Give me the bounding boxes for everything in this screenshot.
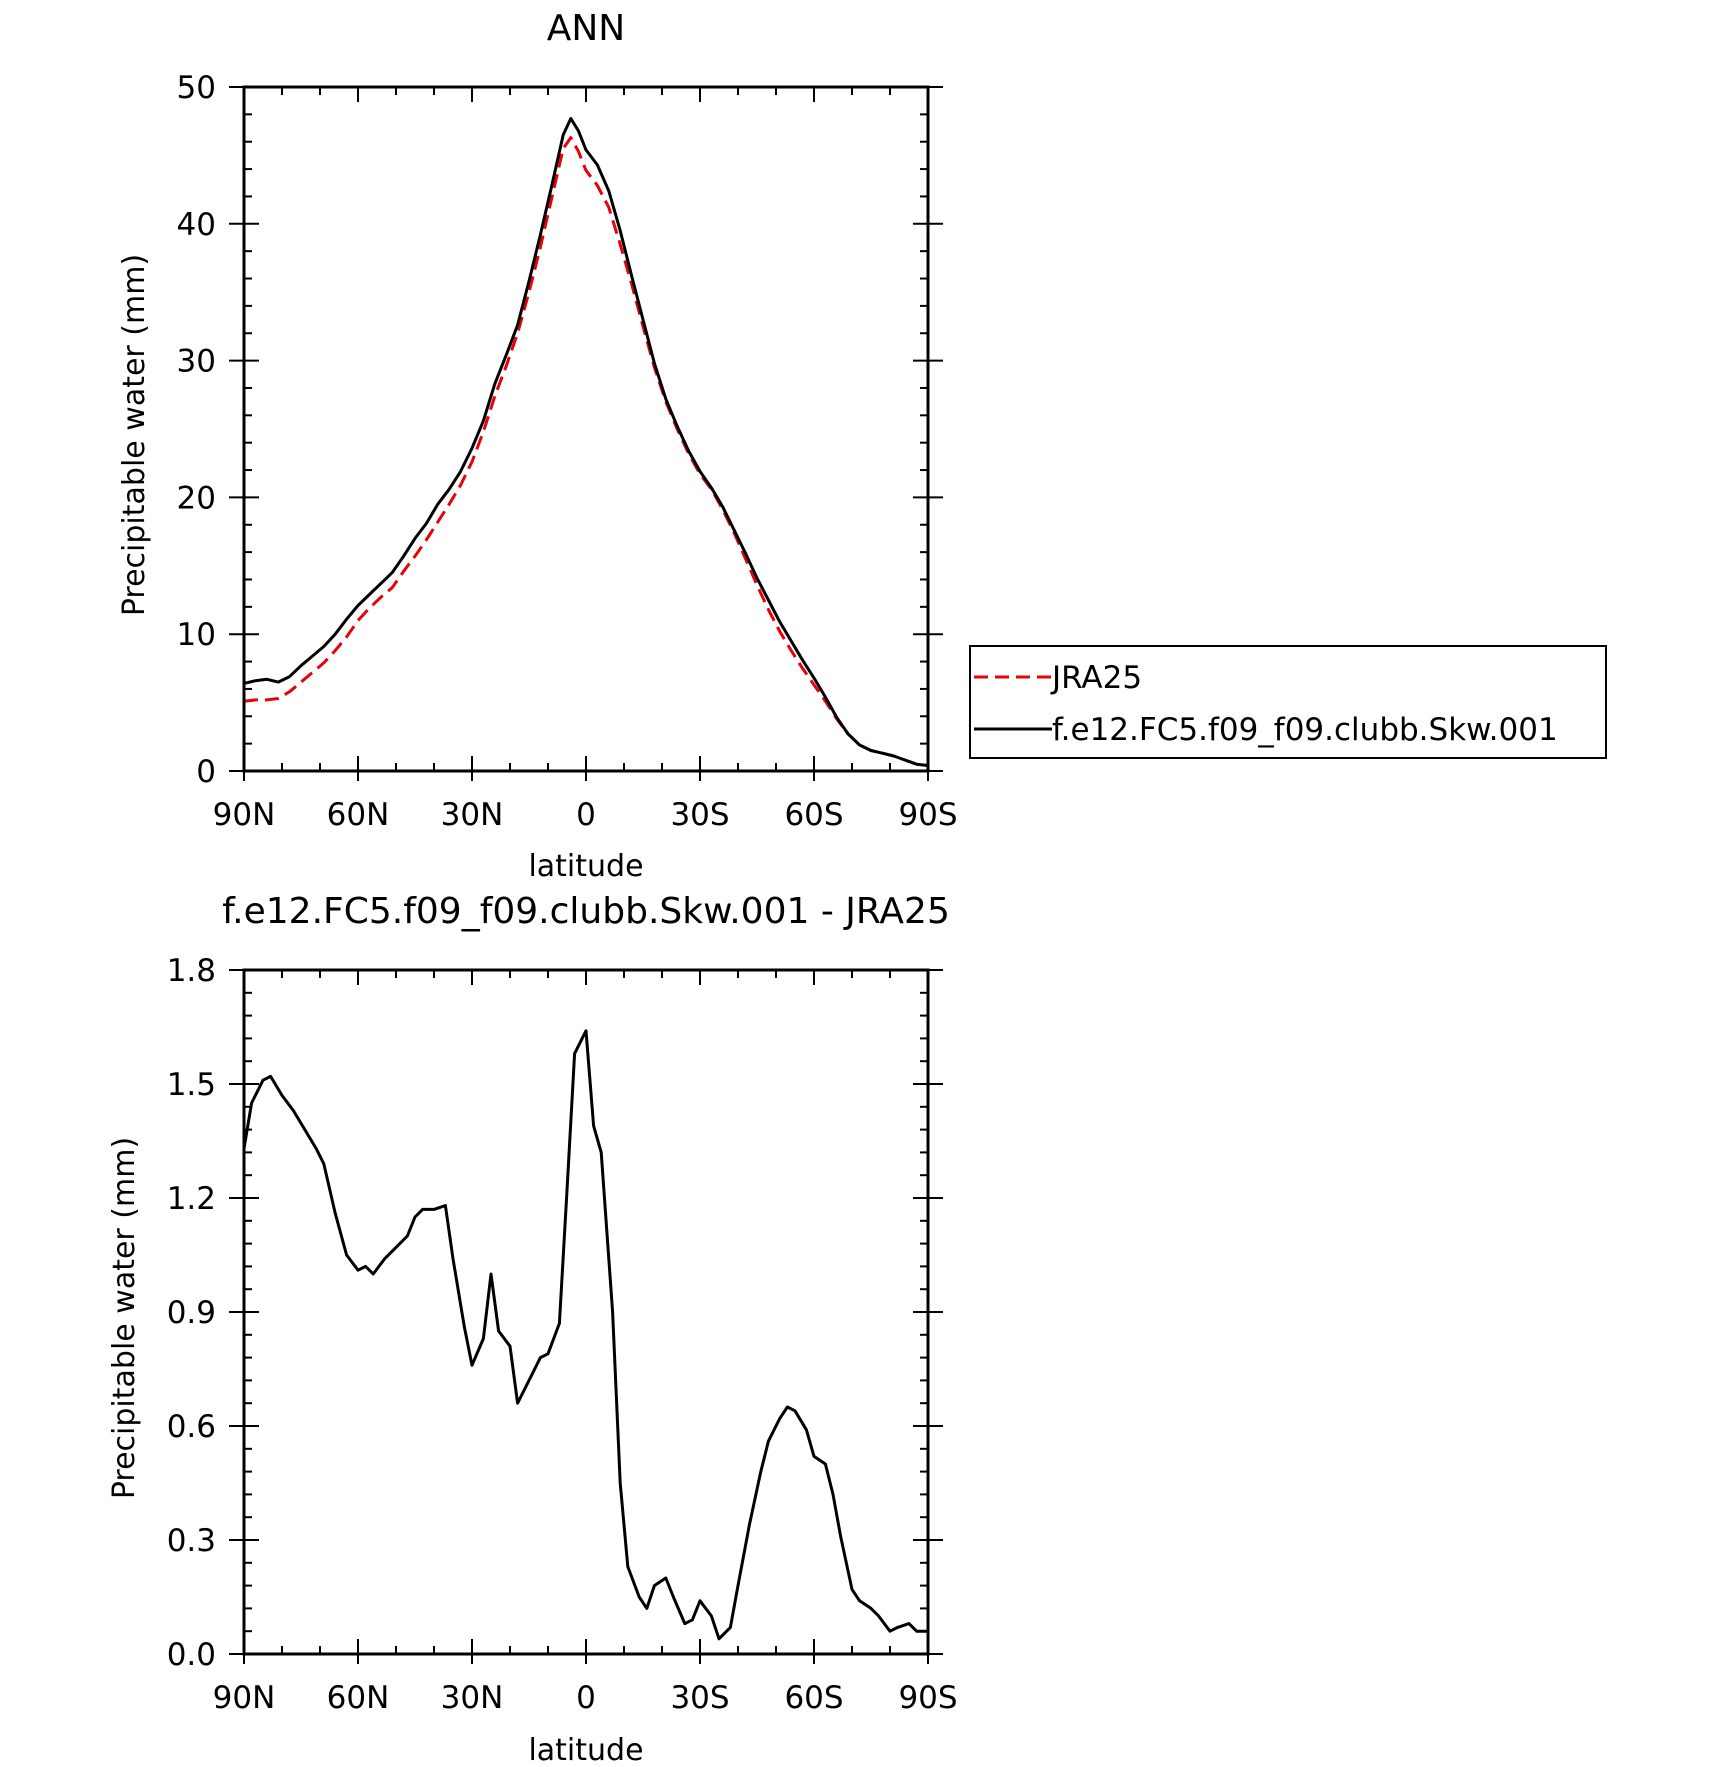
bottom-plot-frame xyxy=(242,968,930,1656)
legend: JRA25 f.e12.FC5.f09_f09.clubb.Skw.001 xyxy=(969,645,1607,759)
bottom-x-tick-label: 0 xyxy=(576,1680,596,1716)
legend-label-jra25: JRA25 xyxy=(1050,660,1142,696)
bottom-x-tick-label: 30N xyxy=(441,1680,504,1716)
top-y-tick-label: 30 xyxy=(177,344,216,380)
top-y-tick-label: 50 xyxy=(177,70,216,106)
top-ticks: 90N 60N 30N 0 30S 60S 90S 0 10 20 30 40 50 xyxy=(177,70,958,833)
bottom-panel: f.e12.FC5.f09_f09.clubb.Skw.001 - JRA25 … xyxy=(107,891,958,1767)
legend-label-model: f.e12.FC5.f09_f09.clubb.Skw.001 xyxy=(1052,712,1558,748)
bottom-series-line-0 xyxy=(242,1029,928,1641)
top-y-tick-label: 0 xyxy=(196,754,216,790)
legend-box xyxy=(969,645,1607,759)
bottom-y-axis-label: Precipitable water (mm) xyxy=(107,1137,142,1499)
top-x-tick-label: 90S xyxy=(898,797,957,833)
top-series-line-0 xyxy=(243,136,929,767)
bottom-x-tick-label: 60S xyxy=(784,1680,843,1716)
top-y-tick-label: 40 xyxy=(177,207,216,243)
bottom-x-tick-label: 30S xyxy=(670,1680,729,1716)
bottom-x-tick-label: 90S xyxy=(898,1680,957,1716)
top-y-tick-label: 10 xyxy=(177,617,216,653)
bottom-y-tick-label: 0.0 xyxy=(167,1637,216,1673)
bottom-x-tick-label: 60N xyxy=(327,1680,390,1716)
top-series-line-1 xyxy=(243,117,929,767)
top-x-tick-label: 30S xyxy=(670,797,729,833)
bottom-y-tick-label: 0.3 xyxy=(167,1523,216,1559)
top-x-tick-label: 0 xyxy=(576,797,596,833)
top-x-tick-label: 60N xyxy=(327,797,390,833)
bottom-y-tick-label: 0.9 xyxy=(167,1295,216,1331)
top-x-axis-label: latitude xyxy=(528,849,643,884)
top-x-tick-label: 90N xyxy=(213,797,276,833)
top-chart-title: ANN xyxy=(547,8,626,49)
top-plot-frame xyxy=(242,85,930,773)
bottom-y-tick-label: 1.2 xyxy=(167,1181,216,1217)
bottom-y-tick-label: 1.5 xyxy=(167,1067,216,1103)
top-x-tick-label: 30N xyxy=(441,797,504,833)
bottom-x-tick-label: 90N xyxy=(213,1680,276,1716)
bottom-y-tick-label: 1.8 xyxy=(167,953,216,989)
bottom-series-lines xyxy=(242,1029,928,1641)
top-series-lines xyxy=(243,117,929,767)
top-panel: ANN Precipitable water (mm) latitude 90N… xyxy=(117,8,958,884)
bottom-y-tick-label: 0.6 xyxy=(167,1409,216,1445)
bottom-chart-title: f.e12.FC5.f09_f09.clubb.Skw.001 - JRA25 xyxy=(222,891,950,932)
bottom-ticks: 90N 60N 30N 0 30S 60S 90S 0.0 0.3 0.6 0.9 1.2 1.5 1.8 xyxy=(167,953,958,1716)
top-x-tick-label: 60S xyxy=(784,797,843,833)
bottom-x-axis-label: latitude xyxy=(528,1733,643,1767)
top-y-axis-label: Precipitable water (mm) xyxy=(117,254,152,616)
top-y-tick-label: 20 xyxy=(177,480,216,516)
